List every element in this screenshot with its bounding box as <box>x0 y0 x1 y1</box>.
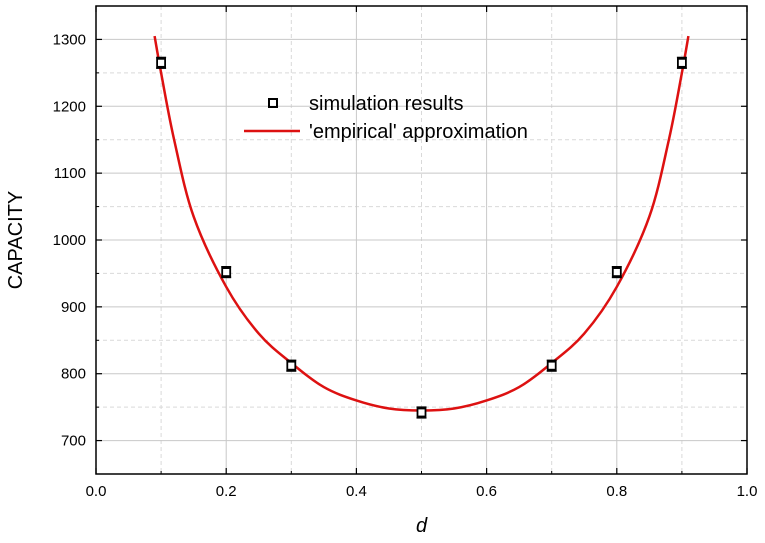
simulation-point <box>221 267 232 277</box>
axis-ticks: 0.0 0.2 0.4 0.6 0.8 1.0 700 800 900 1000 1100 1200 1… <box>53 5 758 500</box>
x-tick-label: 0.0 <box>86 483 107 500</box>
simulation-point <box>286 360 297 371</box>
y-axis-title: CAPACITY <box>5 191 27 290</box>
simulation-point <box>677 57 687 68</box>
plot-series <box>153 35 690 419</box>
x-tick-label: 0.8 <box>606 483 627 500</box>
y-tick-label: 800 <box>61 366 86 383</box>
grid <box>96 5 747 475</box>
simulation-point <box>546 360 557 371</box>
simulation-point <box>416 407 427 418</box>
y-tick-label: 1100 <box>54 165 86 182</box>
x-axis-title: d <box>416 515 428 537</box>
y-tick-label: 1200 <box>53 98 86 115</box>
x-tick-label: 0.6 <box>476 483 497 500</box>
y-tick-label: 700 <box>61 433 86 450</box>
legend-marker-simulation <box>268 98 278 108</box>
x-tick-label: 0.4 <box>346 483 367 500</box>
simulation-point <box>611 267 622 277</box>
y-tick-label: 1000 <box>53 232 86 249</box>
legend-label-simulation: simulation results <box>309 93 464 115</box>
simulation-point <box>156 57 167 68</box>
x-tick-label: 0.2 <box>216 483 237 500</box>
y-tick-label: 1300 <box>53 31 86 48</box>
y-tick-label: 900 <box>61 299 86 316</box>
x-tick-label: 1.0 <box>737 483 758 500</box>
legend-label-approximation: 'empirical' approximation <box>309 121 528 143</box>
legend: simulation results 'empirical' approxima… <box>244 93 528 143</box>
